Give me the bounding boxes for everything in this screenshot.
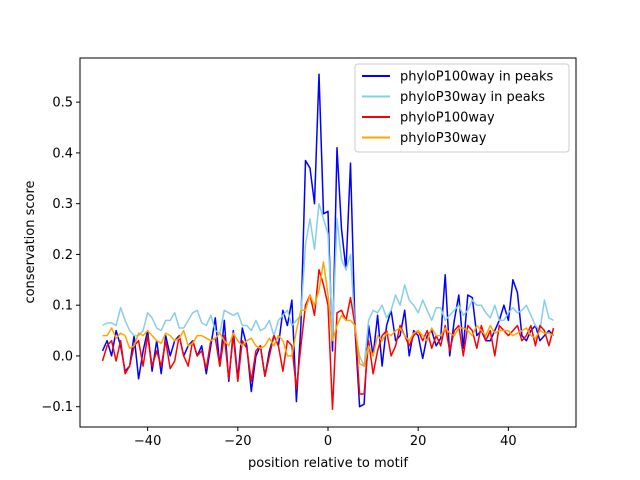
- y-axis: −0.1 0.0 0.1 0.2 0.3 0.4 0.5: [41, 96, 80, 415]
- legend-box: [354, 63, 570, 153]
- legend-label-2: phyloP100way: [400, 111, 495, 126]
- y-tick-label: 0.3: [52, 197, 73, 212]
- x-axis: −40 −20 0 20 40: [134, 427, 517, 449]
- series-line-3: [102, 261, 554, 367]
- x-tick-label: 40: [500, 434, 517, 449]
- y-tick-label: 0.4: [52, 146, 73, 161]
- legend: phyloP100way in peaks phyloP30way in peak…: [354, 63, 570, 153]
- x-axis-label: position relative to motif: [248, 456, 408, 471]
- series-line-1: [102, 202, 554, 367]
- legend-label-1: phyloP30way in peaks: [400, 90, 545, 105]
- legend-label-0: phyloP100way in peaks: [400, 70, 554, 85]
- y-tick-label: 0.5: [52, 96, 73, 111]
- x-tick-label: 20: [410, 434, 427, 449]
- legend-label-3: phyloP30way: [400, 131, 487, 146]
- x-tick-label: −20: [224, 434, 251, 449]
- x-tick-label: 0: [324, 434, 332, 449]
- series-layer: [101, 73, 555, 410]
- series-line-2: [101, 268, 555, 410]
- y-tick-label: −0.1: [41, 400, 73, 415]
- series-line-0: [101, 73, 555, 408]
- x-tick-label: −40: [134, 434, 161, 449]
- y-tick-label: 0.1: [52, 299, 73, 314]
- y-tick-label: 0.0: [52, 349, 73, 364]
- y-axis-label: conservation score: [23, 180, 38, 303]
- y-tick-label: 0.2: [52, 248, 73, 263]
